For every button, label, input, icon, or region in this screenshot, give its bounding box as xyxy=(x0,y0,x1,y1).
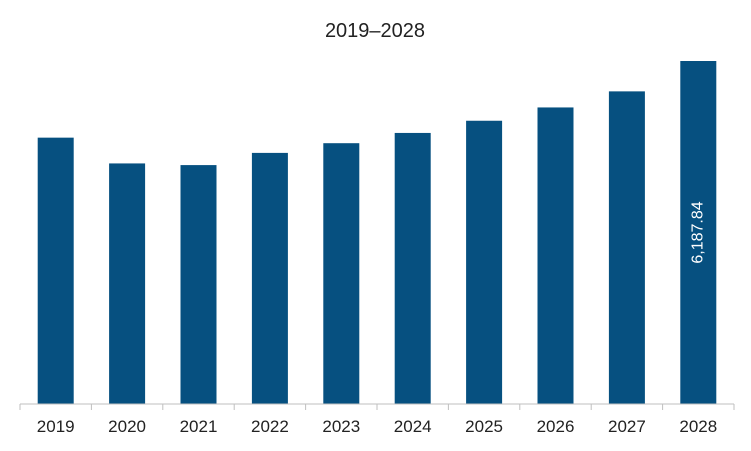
data-labels-group: 6,187.84 xyxy=(690,201,707,263)
bar-2022 xyxy=(251,152,288,404)
chart-title: 2019–2028 xyxy=(325,20,425,42)
bar-2021 xyxy=(180,165,217,404)
bar-2020 xyxy=(109,163,146,404)
x-tick-label-2025: 2025 xyxy=(465,417,503,436)
x-axis-tick-labels: 2019 2020 2021 2022 2023 2024 2025 2026 2027 2028 xyxy=(37,417,717,436)
x-tick-label-2027: 2027 xyxy=(608,417,646,436)
x-tick-label-2021: 2021 xyxy=(180,417,218,436)
x-tick-label-2023: 2023 xyxy=(322,417,360,436)
bar-2024 xyxy=(394,132,431,404)
bar-2028 xyxy=(680,61,717,404)
bar-2019 xyxy=(37,137,74,404)
x-tick-label-2022: 2022 xyxy=(251,417,289,436)
data-label-2028: 6,187.84 xyxy=(690,201,707,263)
bars-group xyxy=(37,61,717,405)
bar-2027 xyxy=(608,91,645,404)
x-tick-label-2024: 2024 xyxy=(394,417,432,436)
bar-2025 xyxy=(466,120,503,405)
x-tick-label-2019: 2019 xyxy=(37,417,75,436)
bar-2026 xyxy=(537,107,574,404)
x-tick-label-2026: 2026 xyxy=(537,417,575,436)
bar-2023 xyxy=(323,143,360,404)
x-axis-ticks xyxy=(19,404,735,410)
x-tick-label-2028: 2028 xyxy=(679,417,717,436)
x-tick-label-2020: 2020 xyxy=(108,417,146,436)
